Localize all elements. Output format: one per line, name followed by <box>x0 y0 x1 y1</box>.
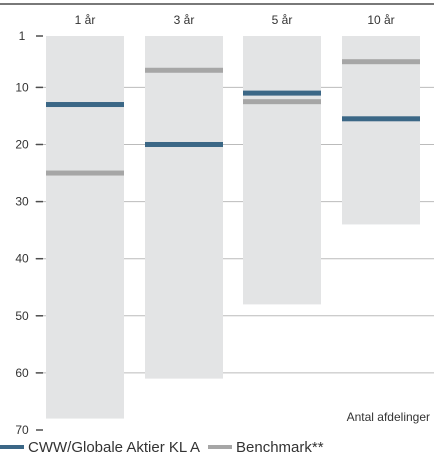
y-tick-label: 40 <box>15 252 29 266</box>
range-bars <box>46 36 420 419</box>
fund-rank-mark <box>46 102 124 108</box>
y-tick-label: 50 <box>15 309 29 323</box>
period-labels: 1 år 3 år 5 år 10 år <box>75 13 395 27</box>
y-tick-label: 10 <box>15 80 29 94</box>
count-note: Antal afdelinger <box>347 410 430 424</box>
benchmark-rank-mark <box>243 99 321 105</box>
series-marks <box>46 59 420 176</box>
y-axis: 1 10 20 30 40 50 60 70 <box>15 29 43 437</box>
legend: CWW/Globale Aktier KL A Benchmark** <box>0 437 434 457</box>
fund-rank-mark <box>342 116 420 122</box>
y-tick-label: 20 <box>15 137 29 151</box>
legend-item-fund: CWW/Globale Aktier KL A <box>0 439 200 456</box>
legend-item-benchmark: Benchmark** <box>208 439 324 456</box>
benchmark-rank-mark <box>46 170 124 176</box>
range-bar <box>46 36 124 419</box>
legend-label-fund: CWW/Globale Aktier KL A <box>28 438 201 456</box>
range-bar <box>243 36 321 305</box>
period-label: 5 år <box>272 13 293 27</box>
fund-rank-mark <box>243 90 321 96</box>
legend-swatch-benchmark <box>208 445 233 449</box>
benchmark-rank-mark <box>342 59 420 65</box>
range-bar <box>342 36 420 225</box>
y-tick-label: 1 <box>19 29 26 43</box>
legend-label-benchmark: Benchmark** <box>236 438 324 456</box>
fund-rank-mark <box>145 141 223 147</box>
benchmark-rank-mark <box>145 67 223 73</box>
y-tick-label: 30 <box>15 195 29 209</box>
legend-swatch-fund <box>0 445 24 449</box>
period-label: 10 år <box>367 13 394 27</box>
y-tick-label: 70 <box>15 423 29 437</box>
period-label: 1 år <box>75 13 96 27</box>
period-label: 3 år <box>174 13 195 27</box>
range-bar <box>145 36 223 379</box>
y-tick-label: 60 <box>15 366 29 380</box>
ranking-chart: 1 10 20 30 40 50 60 70 1 år 3 år 5 år 10 år Antal … <box>0 3 434 437</box>
